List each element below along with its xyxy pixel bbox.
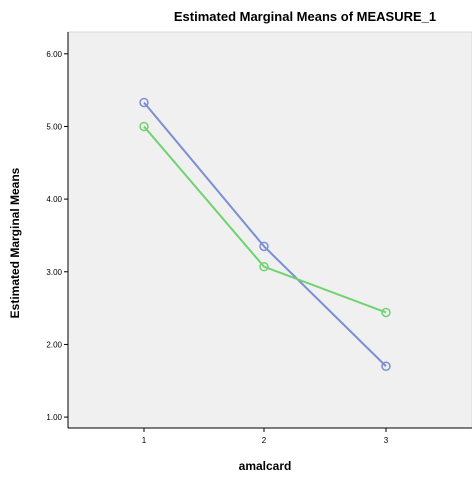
- y-axis-ticks: 1.00 2.00 3.00 4.00 5.00 6.00: [46, 50, 68, 422]
- chart-title: Estimated Marginal Means of MEASURE_1: [174, 9, 436, 24]
- y-tick-label: 5.00: [46, 122, 62, 131]
- series-layer: [139, 97, 391, 371]
- y-tick-label: 2.00: [46, 340, 62, 349]
- x-axis-title: amalcard: [239, 459, 292, 473]
- y-axis-title: Estimated Marginal Means: [8, 167, 22, 318]
- x-tick-label: 1: [142, 436, 147, 445]
- series-2-point: [381, 307, 391, 318]
- series-1-point: [381, 361, 391, 371]
- x-axis-ticks: 1 2 3: [142, 428, 389, 445]
- y-tick-label: 3.00: [46, 268, 62, 277]
- series-1-point: [139, 97, 149, 108]
- series-1-point: [259, 241, 269, 252]
- x-tick-label: 3: [384, 436, 389, 445]
- y-tick-label: 1.00: [46, 413, 62, 422]
- series-1-line: [143, 101, 387, 367]
- series-2-line: [143, 125, 387, 314]
- y-tick-label: 4.00: [46, 195, 62, 204]
- y-tick-label: 6.00: [46, 50, 62, 59]
- series-2-point: [259, 261, 269, 272]
- series-2-point: [139, 121, 149, 132]
- plot-area: [67, 31, 472, 429]
- x-tick-label: 2: [262, 436, 267, 445]
